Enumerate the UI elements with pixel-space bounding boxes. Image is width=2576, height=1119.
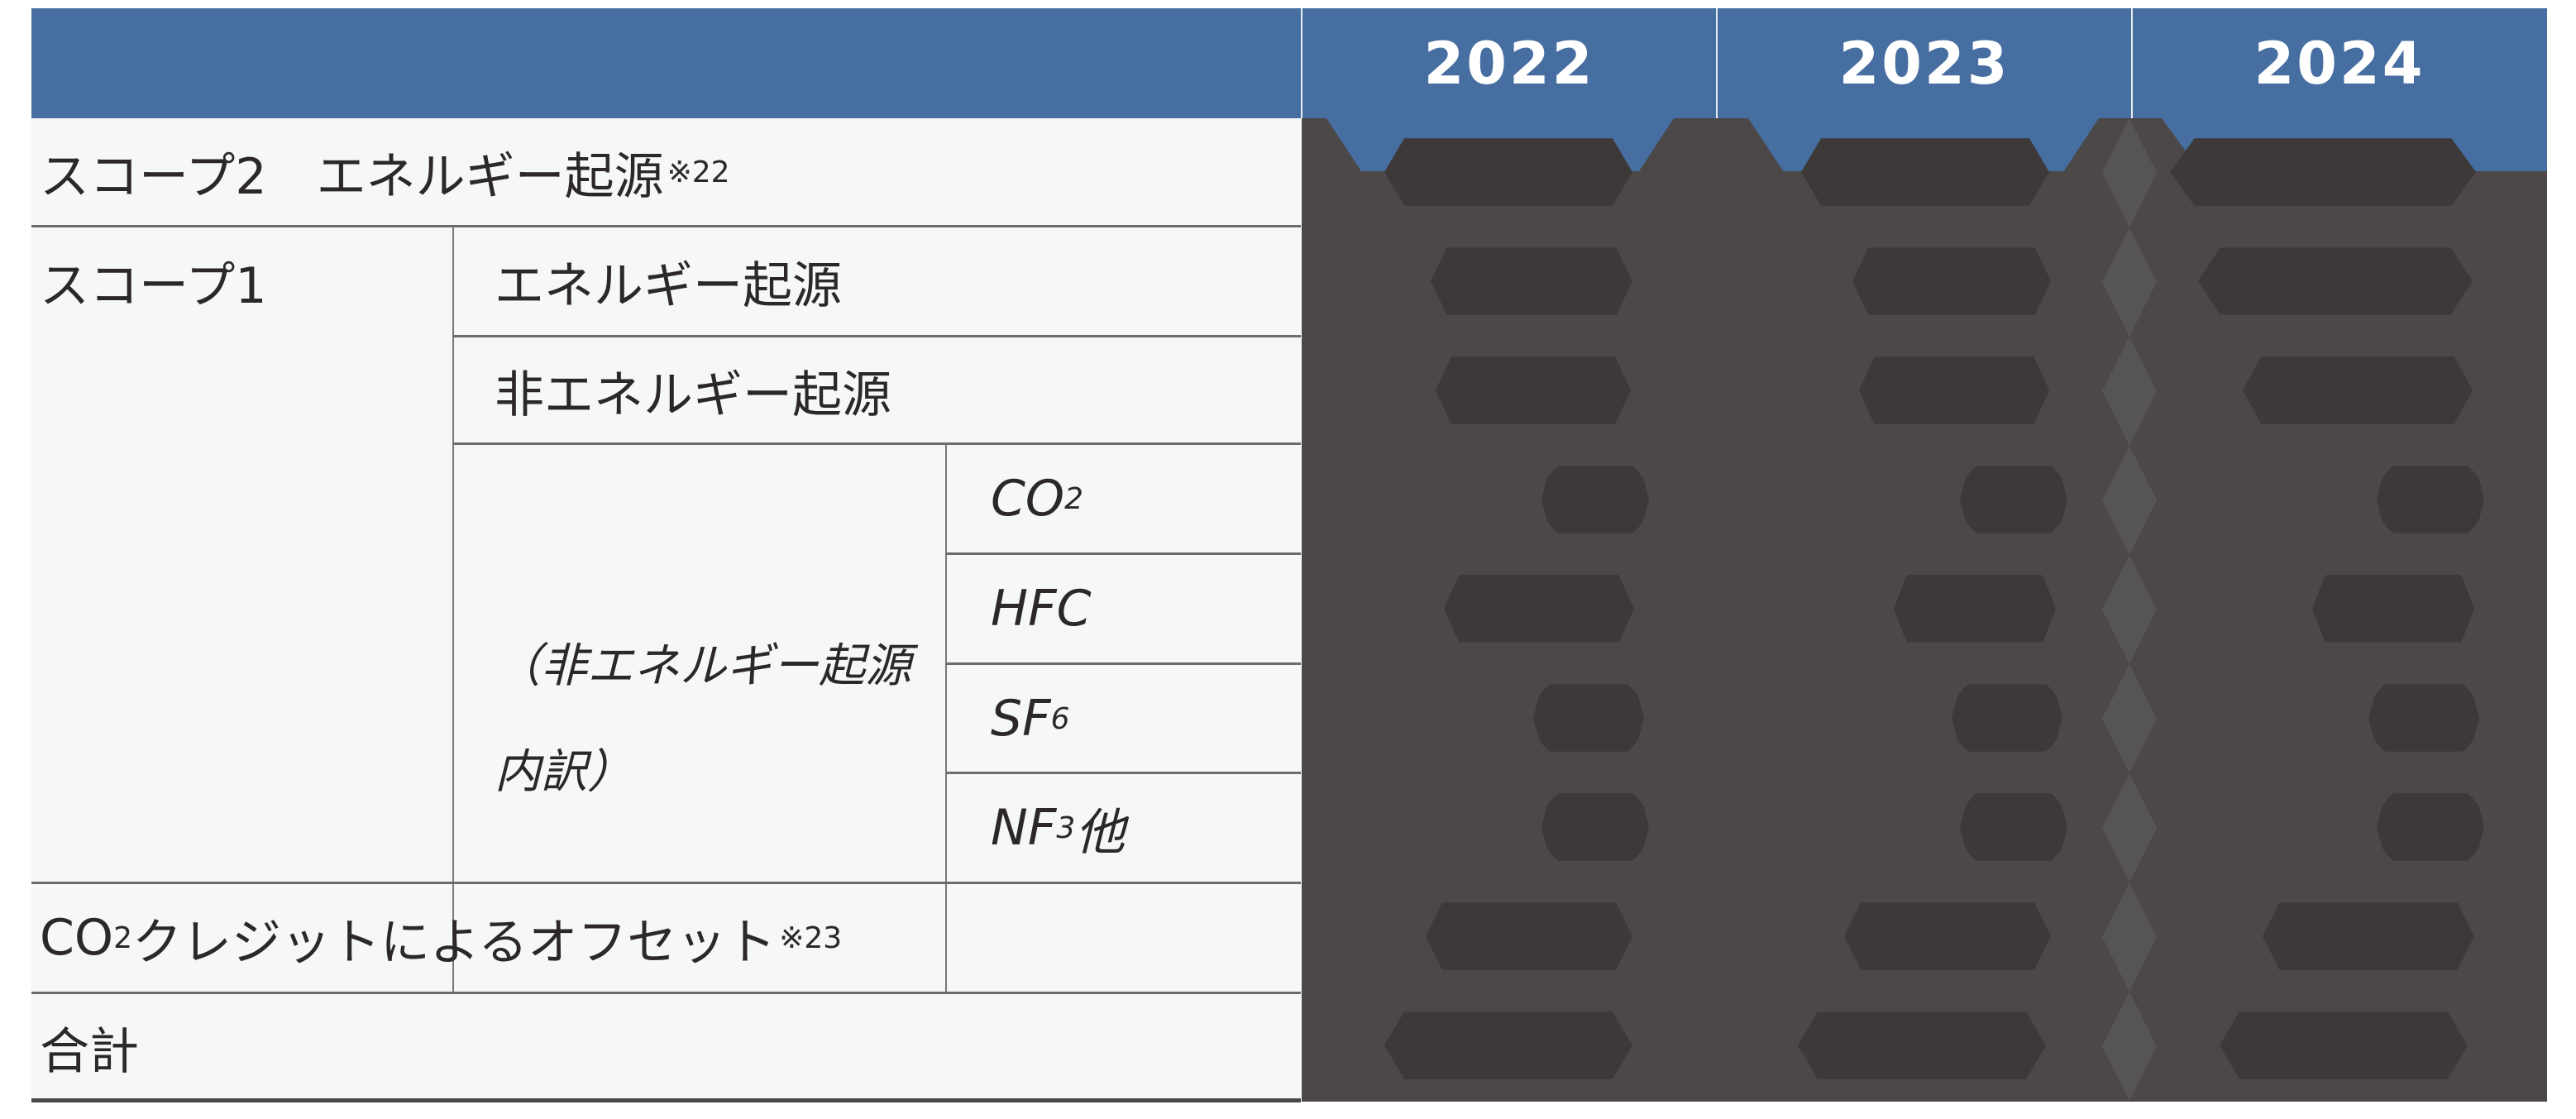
redacted-value-2023-hfc: [1894, 575, 2056, 643]
scope2-label: スコープ2 エネルギー起源: [40, 147, 664, 206]
row-label-hfc: HFC: [991, 555, 1297, 662]
row-label-scope2: スコープ2 エネルギー起源 ※22: [40, 118, 1297, 226]
mask-diamond: [2102, 555, 2157, 664]
redacted-value-2024-sf6: [2368, 684, 2479, 752]
redacted-value-2022-sf6: [1533, 684, 1644, 752]
mask-diamond: [2102, 664, 2157, 773]
redacted-value-2023-offset: [1844, 902, 2051, 970]
mask-diamond: [2102, 992, 2157, 1101]
row-label-breakdown: （非エネルギー起源 内訳）: [495, 445, 941, 994]
redacted-value-2022-scope2: [1384, 138, 1632, 206]
redacted-value-2022-total: [1384, 1011, 1632, 1079]
row-divider: [31, 225, 1301, 227]
redacted-value-2024-scope2: [2170, 138, 2476, 206]
table-header: 2022 2023 2024: [31, 8, 2547, 118]
row-divider: [31, 882, 1301, 884]
row-label-energy: エネルギー起源: [495, 256, 842, 315]
table-bottom-border: [31, 1098, 1301, 1102]
gas-subscript: 6: [1050, 701, 1070, 736]
redacted-value-2024-energy: [2198, 247, 2473, 315]
row-labels: スコープ2 エネルギー起源 ※22 スコープ1 エネルギー起源 非エネルギー起源 …: [31, 118, 1301, 1102]
redacted-value-2022-non-energy: [1436, 356, 1631, 424]
redacted-value-2022-hfc: [1444, 575, 1634, 643]
redacted-value-2022-offset: [1426, 902, 1632, 970]
column-divider: [1716, 8, 1718, 118]
year-header-2024: 2024: [2253, 29, 2425, 98]
mask-diamond: [2102, 773, 2157, 882]
gas-name: SF: [991, 690, 1051, 748]
column-divider: [452, 227, 454, 994]
row-divider: [946, 552, 1301, 555]
offset-subscript: 2: [113, 921, 133, 955]
mask-diamond: [2102, 882, 2157, 992]
year-header-2022: 2022: [1423, 29, 1595, 98]
gas-name: HFC: [991, 580, 1092, 638]
mask-diamond: [2102, 337, 2157, 446]
row-label-sf6: SF 6: [991, 665, 1297, 772]
column-divider: [2131, 8, 2133, 118]
row-divider: [946, 772, 1301, 774]
redacted-data-area: [1302, 118, 2547, 1102]
column-divider: [1301, 8, 1302, 118]
mask-diamond: [2102, 118, 2157, 227]
gas-subscript: 3: [1056, 811, 1076, 845]
redacted-value-2023-energy: [1852, 247, 2051, 315]
gas-subscript: 2: [1064, 481, 1084, 516]
row-divider: [31, 992, 1301, 994]
redacted-value-2023-total: [1798, 1011, 2046, 1079]
breakdown-label-line2: 内訳）: [495, 745, 633, 799]
row-label-total: 合計: [40, 1022, 139, 1081]
year-header-2023: 2023: [1838, 29, 2010, 98]
redacted-value-2022-co2: [1541, 466, 1649, 533]
redacted-value-2023-nf3: [1960, 793, 2067, 861]
redacted-value-2024-hfc: [2312, 575, 2474, 643]
offset-prefix: CO: [40, 909, 114, 967]
redacted-value-2024-non-energy: [2243, 356, 2473, 424]
gas-suffix: 他: [1075, 803, 1126, 862]
row-label-nf3: NF 3 他: [991, 774, 1297, 882]
ghg-emissions-table: 2022 2023 2024 スコープ2 エネルギー起源 ※22 スコープ1 エネ…: [31, 8, 2547, 1102]
redacted-value-2024-offset: [2263, 902, 2474, 970]
gas-name: NF: [991, 799, 1057, 857]
row-label-offset: CO 2 クレジットによるオフセット ※23: [40, 884, 1297, 992]
redacted-value-2022-nf3: [1541, 793, 1649, 861]
offset-label: クレジットによるオフセット: [132, 913, 777, 972]
mask-diamond: [2102, 446, 2157, 555]
redacted-value-2024-nf3: [2377, 793, 2484, 861]
row-label-non-energy: 非エネルギー起源: [495, 366, 891, 424]
row-label-scope1: スコープ1: [40, 256, 267, 315]
row-divider: [453, 335, 1301, 337]
row-label-co2: CO 2: [991, 445, 1297, 552]
breakdown-label-line1: （非エネルギー起源: [495, 639, 911, 693]
footnote-22: ※22: [667, 155, 730, 189]
footnote-23: ※23: [779, 921, 843, 955]
redacted-value-2023-scope2: [1801, 138, 2049, 206]
redacted-value-2023-sf6: [1952, 684, 2062, 752]
column-divider: [945, 444, 947, 994]
row-divider: [453, 442, 1301, 445]
redacted-value-2022-energy: [1431, 247, 1632, 315]
redacted-value-2023-non-energy: [1859, 356, 2049, 424]
redacted-value-2023-co2: [1960, 466, 2067, 533]
mask-diamond: [2102, 227, 2157, 337]
row-divider: [946, 662, 1301, 665]
gas-name: CO: [991, 470, 1065, 528]
redacted-value-2024-total: [2220, 1011, 2468, 1079]
redacted-value-2024-co2: [2377, 466, 2484, 533]
